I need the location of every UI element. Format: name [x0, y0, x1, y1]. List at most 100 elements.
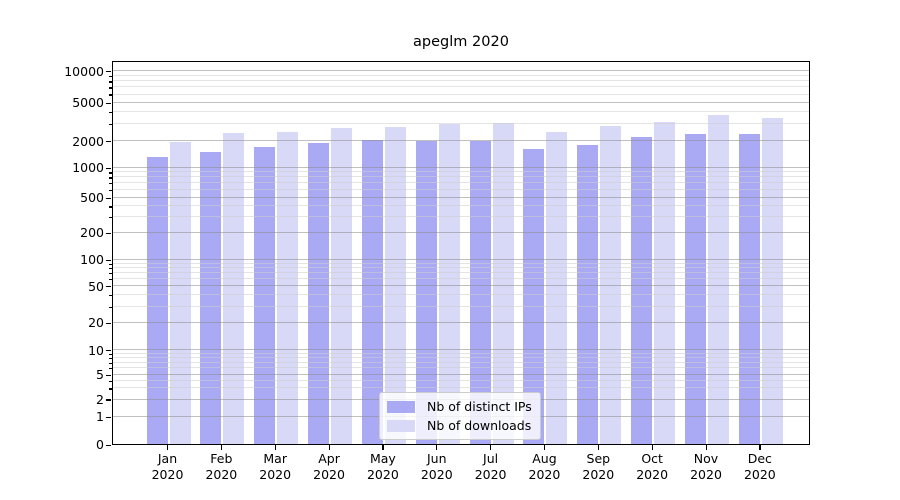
y-axis-minor-tick: [108, 94, 112, 96]
y-axis-tick: [106, 71, 111, 73]
y-axis-tick-label: 500: [80, 190, 104, 206]
x-axis-label: Dec 2020: [743, 451, 776, 482]
y-axis-minor-tick: [108, 358, 112, 360]
y-axis-tick: [106, 374, 111, 376]
y-gridline-major: [113, 321, 809, 323]
bar-downloads: [492, 123, 514, 444]
legend: Nb of distinct IPs Nb of downloads: [379, 392, 541, 440]
y-axis-minor-tick: [108, 273, 112, 275]
y-gridline-minor: [113, 205, 809, 207]
y-axis-tick: [106, 322, 111, 324]
y-axis-minor-tick: [108, 263, 112, 265]
x-axis-tick: [651, 445, 653, 450]
x-axis-label: Nov 2020: [690, 451, 722, 482]
y-axis-minor-tick: [108, 112, 112, 114]
y-axis-tick-label: 200: [80, 225, 104, 241]
x-axis-tick: [543, 445, 546, 450]
y-axis-tick: [106, 399, 111, 401]
y-gridline-minor: [113, 75, 809, 77]
x-axis-label: Apr 2020: [313, 451, 345, 482]
x-axis-tick: [490, 445, 492, 450]
y-axis-tick-label: 10: [88, 342, 104, 358]
y-axis-minor-tick: [108, 295, 112, 297]
y-axis-tick: [106, 232, 111, 234]
legend-label-downloads: Nb of downloads: [427, 418, 532, 433]
y-gridline-major: [113, 231, 809, 233]
y-gridline-minor: [113, 93, 809, 95]
bar-distinct-ips: [308, 142, 330, 444]
x-axis-tick: [436, 445, 438, 450]
y-gridline-minor: [113, 305, 809, 307]
bar-distinct-ips: [200, 152, 222, 444]
y-axis-minor-tick: [108, 177, 112, 179]
y-axis-minor-tick: [108, 206, 112, 208]
y-axis-tick-label: 1: [96, 409, 104, 425]
bar-downloads: [546, 132, 568, 444]
y-axis-tick: [106, 286, 111, 288]
y-gridline-minor: [113, 86, 809, 88]
y-gridline-minor: [113, 357, 809, 359]
y-axis-tick-label: 1000: [72, 160, 104, 176]
y-axis-tick-label: 2: [96, 391, 104, 407]
x-axis-label: Feb 2020: [205, 451, 238, 482]
bar-distinct-ips: [738, 133, 760, 444]
y-gridline-minor: [113, 111, 809, 113]
y-axis-tick: [106, 259, 111, 261]
x-axis-label: May 2020: [366, 451, 399, 482]
y-gridline-minor: [113, 379, 809, 381]
y-gridline-major: [113, 101, 809, 103]
y-gridline-minor: [113, 80, 809, 82]
x-axis-tick: [167, 445, 169, 450]
y-axis-minor-tick: [108, 306, 112, 308]
y-axis-tick-label: 20: [88, 315, 104, 331]
x-axis-label: Sep 2020: [582, 451, 615, 482]
y-gridline-major: [113, 285, 809, 287]
y-axis-tick: [106, 197, 111, 199]
y-axis-minor-tick: [108, 217, 112, 219]
y-axis-minor-tick: [108, 388, 112, 390]
legend-swatch-distinct-ips: [387, 400, 415, 413]
y-axis-minor-tick: [108, 368, 112, 370]
y-gridline-minor: [113, 387, 809, 389]
y-axis-minor-tick: [108, 87, 112, 89]
y-gridline-major: [113, 373, 809, 375]
chart-title: apeglm 2020: [413, 34, 509, 50]
bar-downloads: [654, 121, 676, 444]
y-gridline-major: [113, 349, 809, 351]
y-axis-minor-tick: [108, 380, 112, 382]
y-axis-minor-tick: [108, 353, 112, 356]
bar-downloads: [223, 133, 245, 444]
x-axis-label: Aug 2020: [528, 451, 561, 482]
x-axis-label: Jul 2020: [474, 451, 507, 482]
x-axis-tick: [705, 445, 707, 450]
x-axis-tick: [220, 445, 223, 450]
x-axis-tick: [759, 445, 761, 450]
x-axis-tick: [328, 445, 330, 450]
x-axis-label: Jun 2020: [420, 451, 453, 482]
legend-swatch-downloads: [387, 419, 415, 432]
y-axis-tick-label: 2000: [72, 133, 104, 149]
y-gridline-minor: [113, 171, 809, 173]
plot-area: Nb of distinct IPs Nb of downloads: [112, 61, 810, 445]
y-axis-minor-tick: [108, 362, 112, 364]
bar-downloads: [277, 132, 299, 444]
y-gridline-minor: [113, 216, 809, 218]
y-axis-minor-tick: [108, 76, 112, 78]
y-axis-tick-label: 100: [80, 252, 104, 267]
y-gridline-minor: [113, 176, 809, 178]
y-gridline-minor: [113, 367, 809, 369]
y-axis-tick: [106, 141, 111, 143]
x-axis-tick: [382, 445, 384, 450]
bar-downloads: [708, 114, 729, 444]
legend-item-distinct-ips: Nb of distinct IPs: [387, 398, 532, 415]
y-gridline-major: [113, 70, 809, 72]
x-axis-label: Jan 2020: [151, 451, 184, 482]
y-axis-tick: [106, 416, 111, 418]
legend-label-distinct-ips: Nb of distinct IPs: [427, 399, 532, 414]
y-axis-tick-label: 10000: [64, 63, 104, 79]
y-axis-tick-label: 5: [96, 367, 104, 382]
legend-item-downloads: Nb of downloads: [387, 417, 532, 434]
y-gridline-major: [113, 258, 809, 260]
y-gridline-minor: [113, 272, 809, 274]
